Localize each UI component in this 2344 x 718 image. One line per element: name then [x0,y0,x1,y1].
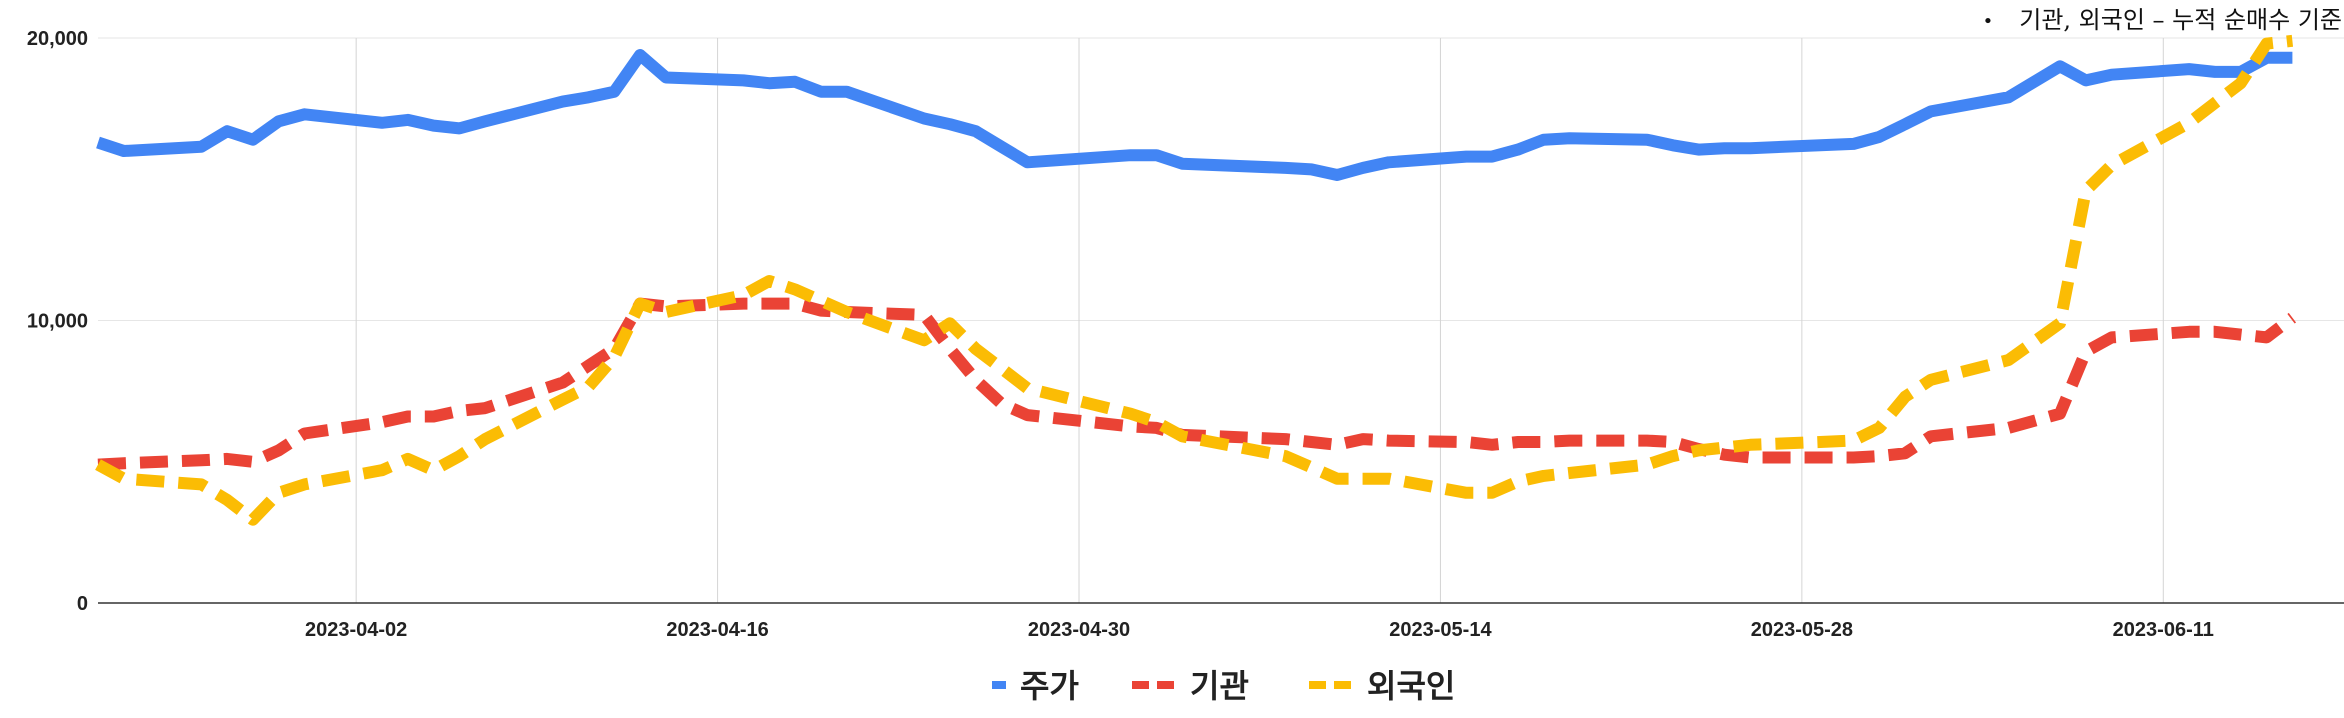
y-tick-label: 0 [77,593,88,615]
y-axis: 0 10,000 20,000 [27,28,88,615]
x-tick-label: 2023-06-11 [2113,619,2214,641]
x-tick-label: 2023-04-16 [666,619,768,641]
x-axis: 2023-04-02 2023-04-16 2023-04-30 2023-05-14… [98,602,2344,641]
legend: 주가 기관 외국인 [992,667,1455,705]
bullet-icon: • [1982,11,1994,32]
legend-label: 주가 [1020,667,1079,705]
y-tick-label: 20,000 [27,28,88,50]
legend-label: 외국인 [1367,667,1455,705]
x-tick-label: 2023-05-28 [1751,619,1853,641]
series-line-0 [96,49,2293,181]
chart-annotation: • 기관, 외국인 – 누적 순매수 기준 [1983,0,2342,35]
y-tick-label: 10,000 [27,311,88,333]
gridlines [98,37,2344,603]
plot-area [95,34,2297,526]
legend-label: 기관 [1190,667,1249,705]
series-line-1 [97,297,2297,471]
series-line-2 [95,34,2294,526]
x-tick-label: 2023-04-02 [305,619,407,641]
x-tick-label: 2023-04-30 [1028,619,1130,641]
annotation-text: 기관, 외국인 – 누적 순매수 기준 [2019,6,2342,34]
x-tick-label: 2023-05-14 [1389,619,1492,641]
